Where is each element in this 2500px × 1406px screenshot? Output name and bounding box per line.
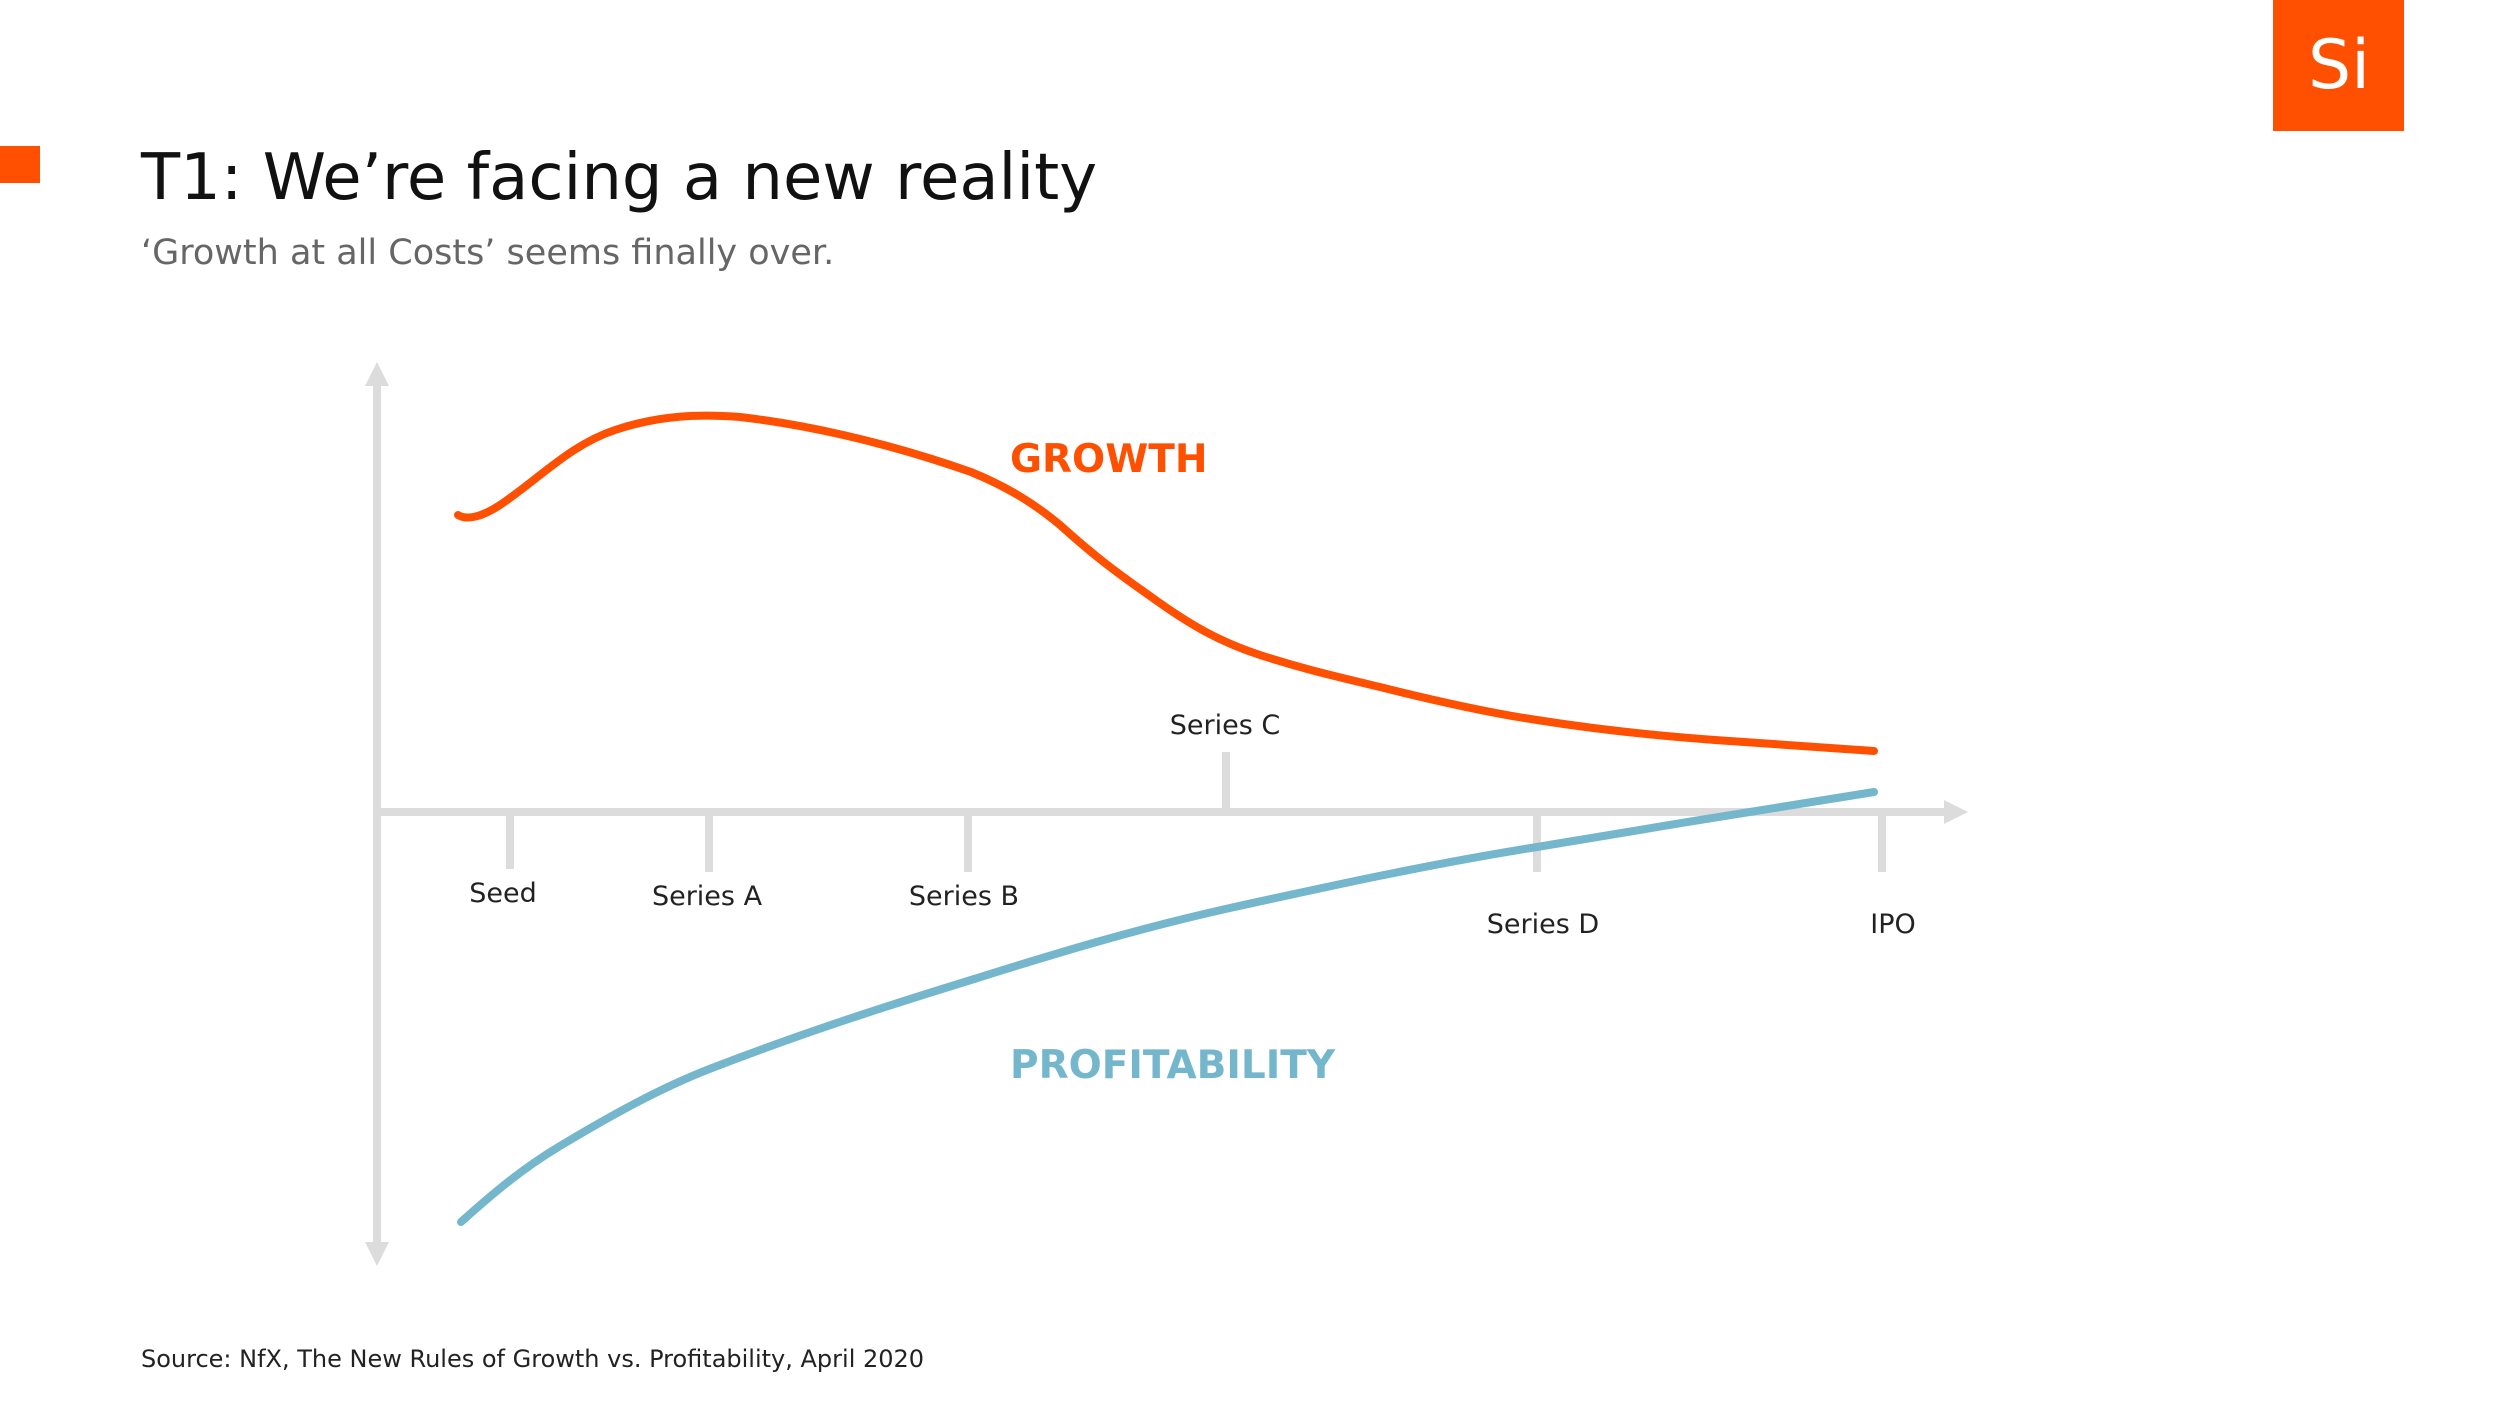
stage-label: Seed	[469, 878, 537, 909]
subtitle: ‘Growth at all Costs’ seems finally over…	[141, 233, 834, 273]
growth-label: GROWTH	[1010, 437, 1207, 482]
profitability-label: PROFITABILITY	[1010, 1043, 1336, 1088]
arrow-down	[365, 1242, 389, 1266]
accent-square	[0, 146, 40, 183]
growth-curve	[454, 411, 1878, 755]
stage-label: Series D	[1487, 909, 1599, 940]
arrow-up	[365, 362, 389, 386]
title: T1: We’re facing a new reality	[140, 141, 1097, 215]
logo-box	[2273, 0, 2404, 131]
stage-label: Series C	[1170, 710, 1280, 741]
arrow-right	[1944, 800, 1968, 824]
logo: Si	[2308, 26, 2370, 105]
axes	[373, 380, 1950, 1250]
stage-label: IPO	[1870, 909, 1916, 940]
source: Source: NfX, The New Rules of Growth vs.…	[141, 1345, 924, 1373]
stage-label: Series A	[652, 881, 763, 912]
profitability-curve	[457, 788, 1878, 1226]
stage-label: Series B	[909, 881, 1019, 912]
